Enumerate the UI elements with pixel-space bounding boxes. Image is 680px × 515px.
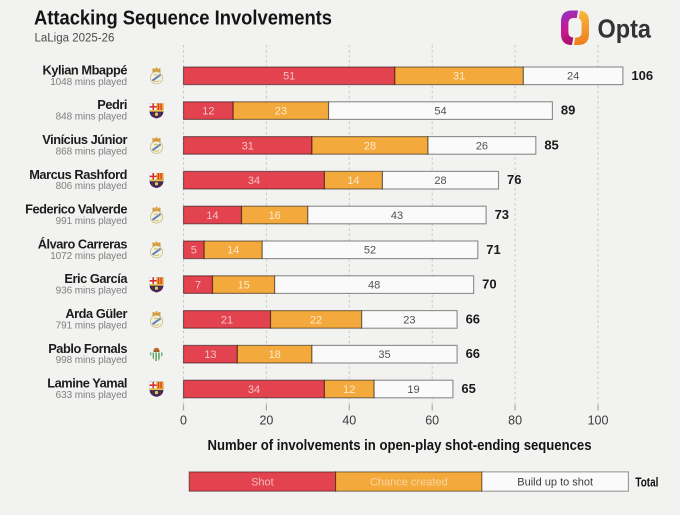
svg-text:Pablo Fornals: Pablo Fornals [48,341,127,356]
svg-text:Build up to shot: Build up to shot [517,476,593,488]
svg-text:19: 19 [407,384,419,396]
svg-text:22: 22 [310,314,322,326]
svg-text:Shot: Shot [251,476,274,488]
svg-text:Kylian Mbappé: Kylian Mbappé [43,62,128,77]
svg-text:73: 73 [495,207,509,222]
svg-text:28: 28 [434,175,446,187]
svg-text:633 mins played: 633 mins played [56,390,127,401]
svg-text:40: 40 [342,414,356,428]
svg-text:991 mins played: 991 mins played [56,216,127,227]
svg-text:23: 23 [275,106,287,118]
svg-text:14: 14 [227,245,239,257]
svg-text:868 mins played: 868 mins played [56,146,127,157]
svg-text:85: 85 [544,137,558,152]
svg-text:70: 70 [482,277,496,292]
svg-text:66: 66 [466,346,480,361]
svg-text:Marcus Rashford: Marcus Rashford [29,167,127,182]
svg-text:Vinícius Júnior: Vinícius Júnior [42,132,127,147]
svg-text:998 mins played: 998 mins played [56,355,127,366]
svg-text:48: 48 [368,280,380,292]
svg-text:65: 65 [461,381,475,396]
svg-text:Opta: Opta [598,14,652,44]
svg-text:34: 34 [248,175,260,187]
svg-text:791 mins played: 791 mins played [56,320,127,331]
svg-text:24: 24 [567,71,579,83]
svg-text:23: 23 [403,314,415,326]
svg-text:71: 71 [486,242,500,257]
svg-text:806 mins played: 806 mins played [56,181,127,192]
svg-text:26: 26 [476,140,488,152]
svg-text:Attacking Sequence Involvement: Attacking Sequence Involvements [34,8,332,30]
svg-text:106: 106 [631,68,653,83]
svg-text:1072 mins played: 1072 mins played [50,251,127,262]
svg-text:34: 34 [248,384,260,396]
svg-text:76: 76 [507,172,521,187]
svg-text:12: 12 [343,384,355,396]
svg-text:Álvaro Carreras: Álvaro Carreras [38,236,128,251]
svg-text:13: 13 [204,349,216,361]
svg-text:52: 52 [364,245,376,257]
svg-text:0: 0 [180,414,187,428]
svg-text:Lamine Yamal: Lamine Yamal [47,376,127,391]
svg-text:Total: Total [635,475,658,489]
svg-text:14: 14 [347,175,359,187]
svg-text:35: 35 [378,349,390,361]
svg-text:Federico Valverde: Federico Valverde [25,202,127,217]
svg-text:100: 100 [588,414,609,428]
svg-text:66: 66 [466,311,480,326]
svg-text:21: 21 [221,314,233,326]
svg-text:43: 43 [391,210,403,222]
svg-text:80: 80 [508,414,522,428]
svg-text:89: 89 [561,103,575,118]
svg-text:54: 54 [434,106,446,118]
svg-text:Pedri: Pedri [97,97,127,112]
svg-text:20: 20 [259,414,273,428]
svg-text:848 mins played: 848 mins played [56,112,127,123]
svg-text:Chance created: Chance created [370,476,448,488]
svg-text:16: 16 [269,210,281,222]
svg-text:18: 18 [269,349,281,361]
svg-text:51: 51 [283,71,295,83]
svg-text:LaLiga 2025-26: LaLiga 2025-26 [35,33,115,45]
svg-text:60: 60 [425,414,439,428]
svg-text:1048 mins played: 1048 mins played [50,77,127,88]
svg-text:5: 5 [191,245,197,257]
svg-text:Number of involvements in open: Number of involvements in open-play shot… [208,438,592,454]
svg-text:28: 28 [364,140,376,152]
svg-text:936 mins played: 936 mins played [56,286,127,297]
svg-text:7: 7 [195,280,201,292]
svg-text:12: 12 [202,106,214,118]
svg-text:Eric García: Eric García [64,271,128,286]
svg-text:Arda Güler: Arda Güler [65,306,127,321]
svg-text:31: 31 [453,71,465,83]
svg-text:31: 31 [242,140,254,152]
svg-text:15: 15 [237,280,249,292]
svg-text:14: 14 [206,210,218,222]
